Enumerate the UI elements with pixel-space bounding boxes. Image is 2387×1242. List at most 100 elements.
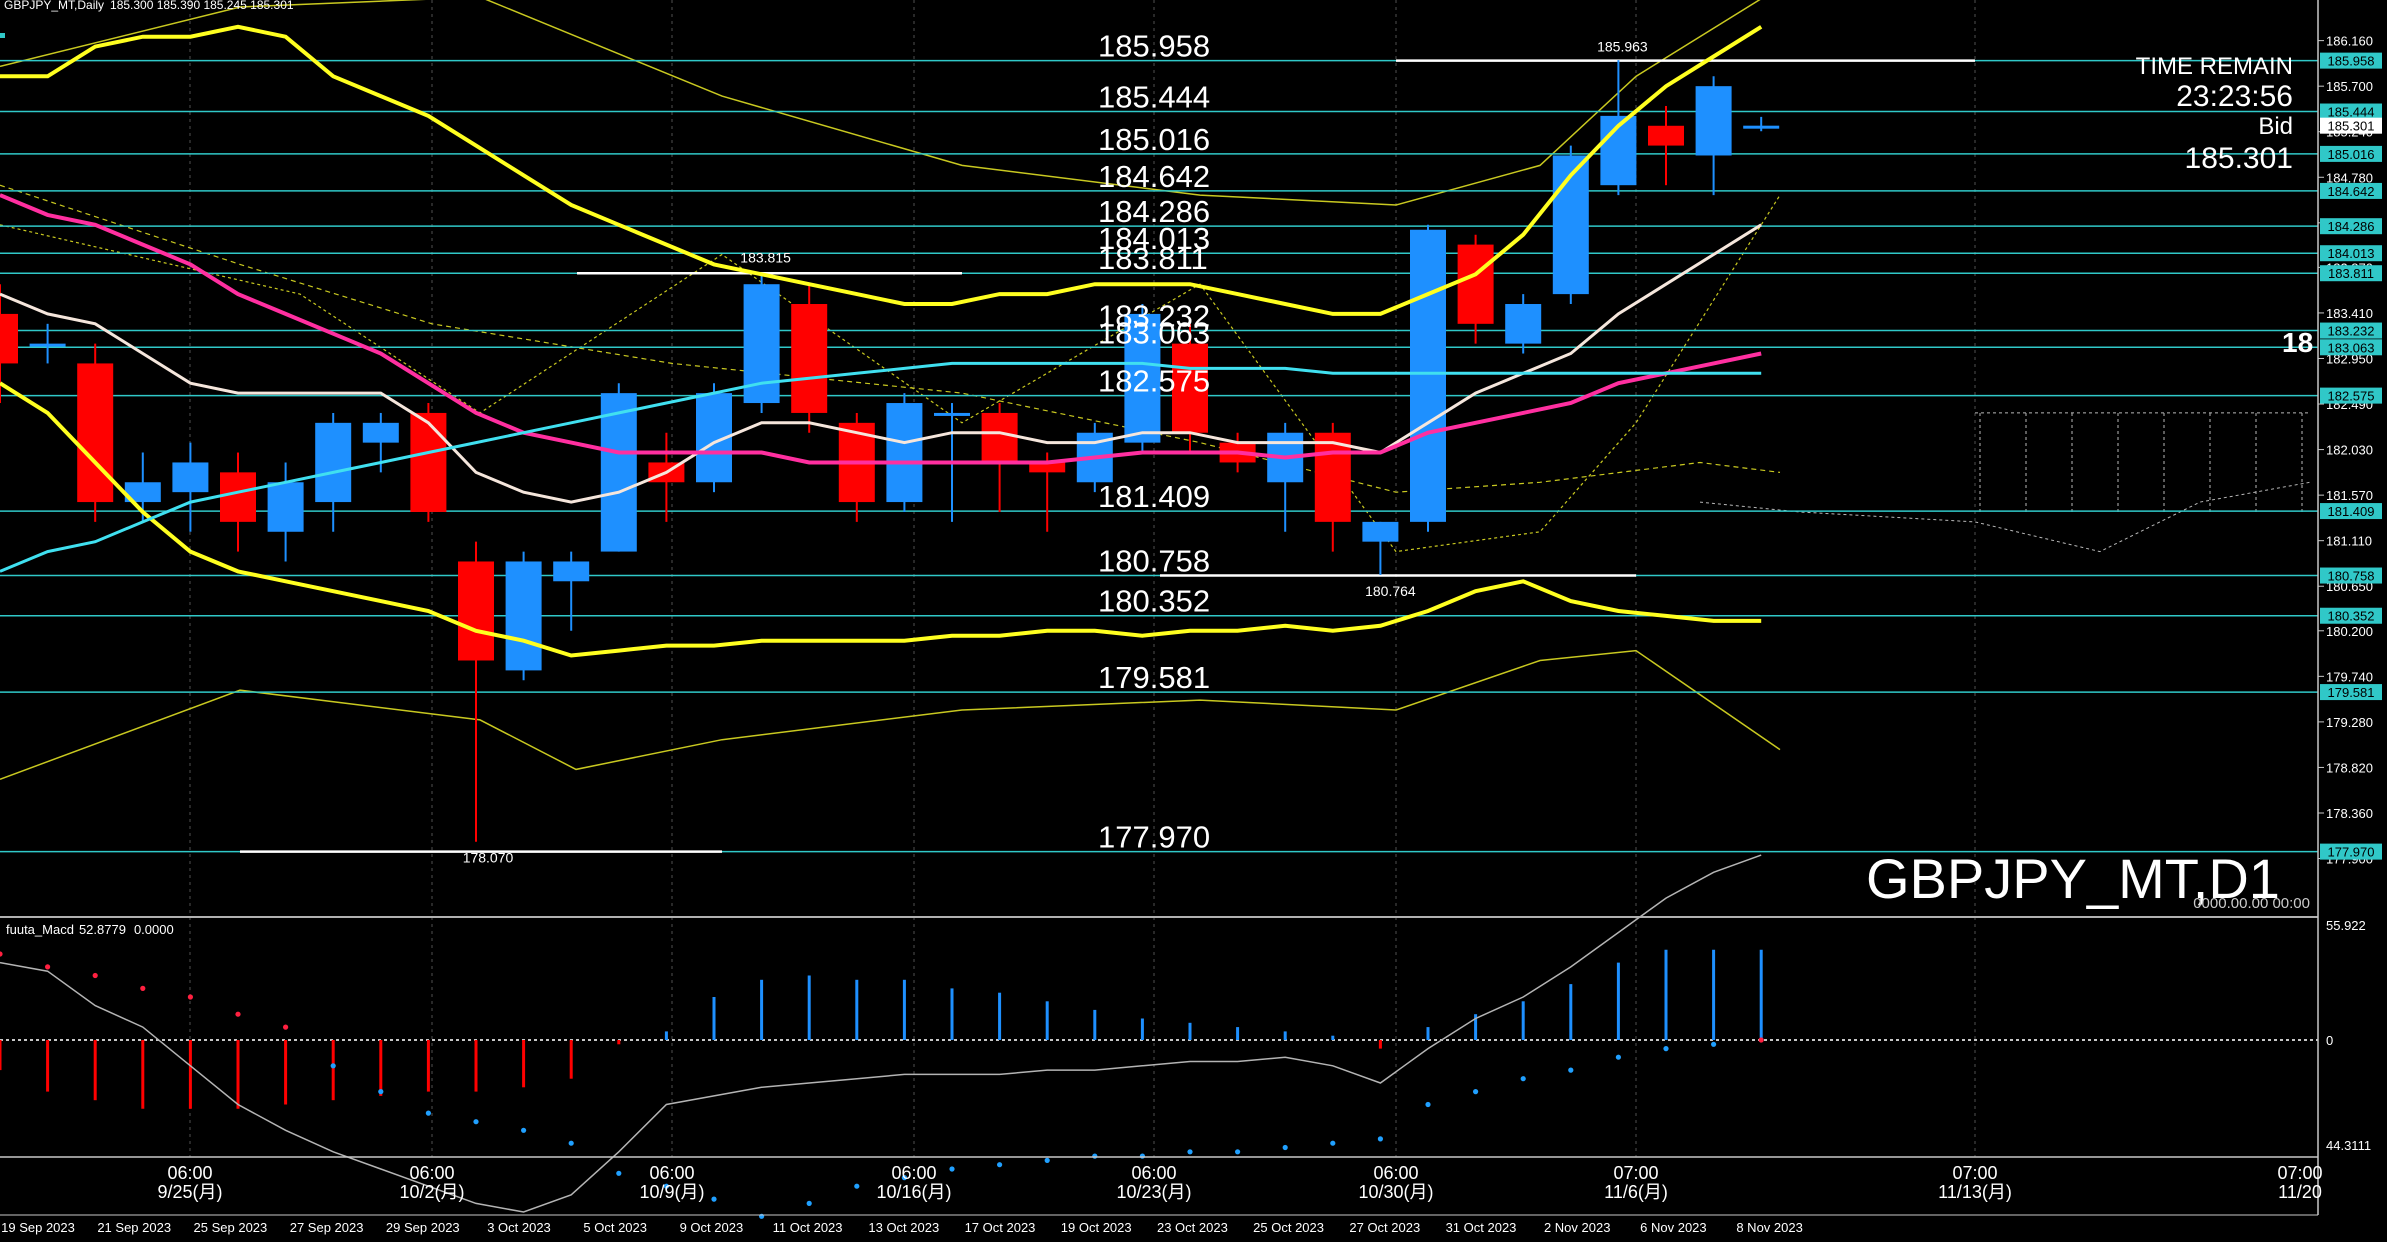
week-date-7: 11/13(月) (1938, 1182, 2012, 1202)
swing-label-0: 185.963 (1597, 39, 1648, 55)
macd-dot-9 (425, 1110, 431, 1116)
price-tag-3: 185.016 (2328, 147, 2375, 162)
macd-dot-36 (1711, 1041, 1717, 1047)
price-tick-6: 183.410 (2326, 306, 2373, 321)
macd-dot-31 (1473, 1089, 1479, 1095)
price-tick-9: 182.030 (2326, 443, 2373, 458)
price-tag-bg-5 (2320, 218, 2382, 235)
level-label-11: 180.758 (1098, 544, 1210, 579)
date-label-14: 27 Oct 2023 (1349, 1220, 1420, 1235)
price-tick-10: 181.570 (2326, 488, 2373, 503)
price-tag-11: 181.409 (2328, 504, 2375, 519)
level-label-3: 184.642 (1098, 159, 1210, 194)
macd-dot-21 (997, 1162, 1003, 1168)
macd-tick-zero: 0 (2326, 1033, 2333, 1048)
price-tag-14: 179.581 (2328, 685, 2375, 700)
candlestick-series (0, 60, 1780, 842)
date-label-12: 23 Oct 2023 (1157, 1220, 1228, 1235)
macd-dot-17 (806, 1200, 812, 1206)
price-tag-0: 185.958 (2328, 54, 2375, 69)
time-remain-label: TIME REMAIN (2136, 53, 2293, 80)
date-label-3: 27 Sep 2023 (290, 1220, 364, 1235)
candle-body-24 (1124, 313, 1161, 443)
macd-dot-32 (1520, 1076, 1526, 1082)
price-tag-bg-0 (2320, 52, 2382, 69)
bid-value: 185.301 (2185, 142, 2293, 175)
macd-dot-25 (1187, 1149, 1193, 1155)
swing-label-2: 180.764 (1365, 583, 1416, 599)
date-label-9: 13 Oct 2023 (868, 1220, 939, 1235)
price-tag-6: 184.013 (2328, 246, 2375, 261)
price-tag-5: 184.286 (2328, 219, 2375, 234)
date-label-17: 6 Nov 2023 (1640, 1220, 1707, 1235)
ma-yellow-upper (0, 24, 1763, 316)
price-tag-9: 183.063 (2328, 340, 2375, 355)
level-marker (0, 33, 5, 38)
price-tag-bg-15 (2320, 843, 2382, 860)
candle-body-5 (220, 472, 256, 522)
candle-body-12 (553, 561, 590, 582)
macd-dot-4 (187, 994, 193, 1000)
candle-body-19 (886, 403, 923, 503)
price-tag-4: 184.642 (2328, 184, 2375, 199)
week-time-8: 07:00 (2277, 1163, 2322, 1183)
macd-tick-top: 55.922 (2326, 918, 2366, 933)
macd-dot-33 (1568, 1067, 1574, 1073)
macd-signal-line (0, 854, 1762, 1213)
level-label-6: 183.811 (1098, 241, 1208, 276)
candle-body-9 (410, 412, 447, 512)
swing-label-3: 178.070 (463, 849, 514, 865)
week-time-4: 06:00 (1131, 1163, 1176, 1183)
ohlc-values: 185.300 185.390 185.245 185.301 (110, 0, 294, 12)
macd-dot-28 (1330, 1140, 1336, 1146)
macd-tick-bottom: 44.3111 (2326, 1138, 2371, 1153)
price-tag-bg-3 (2320, 145, 2382, 162)
price-tick-15: 179.280 (2326, 715, 2373, 730)
price-tag-2: 185.301 (2328, 119, 2375, 134)
price-tag-8: 183.232 (2328, 324, 2375, 339)
price-tag-bg-14 (2320, 684, 2382, 701)
right-edge-glyph: 18 (2282, 327, 2313, 358)
level-labels: 185.958 185.444 185.016184.642184.286184.0… (1098, 29, 1210, 855)
date-label-5: 3 Oct 2023 (487, 1220, 551, 1235)
macd-dot-6 (283, 1024, 289, 1030)
indicator-name: fuuta_Macd (6, 922, 74, 937)
macd-dot-10 (473, 1119, 479, 1125)
candle-body-35 (1648, 125, 1684, 146)
week-date-5: 10/30(月) (1358, 1182, 1433, 1202)
price-tick-11: 181.110 (2326, 534, 2372, 549)
candle-body-17 (791, 304, 828, 413)
date-label-11: 19 Oct 2023 (1061, 1220, 1132, 1235)
level-label-1: 185.444 (1098, 80, 1210, 115)
macd-dot-23 (1092, 1153, 1098, 1159)
date-label-8: 11 Oct 2023 (773, 1220, 843, 1235)
date-label-10: 17 Oct 2023 (965, 1220, 1036, 1235)
candle-body-13 (600, 393, 637, 552)
price-tag-bg-13 (2320, 607, 2382, 624)
price-tick-1: 185.700 (2326, 79, 2373, 94)
candle-body-20 (934, 412, 970, 416)
week-date-0: 9/25(月) (157, 1182, 222, 1202)
macd-dot-12 (568, 1140, 574, 1146)
level-label-10: 181.409 (1098, 479, 1210, 514)
symbol-title: GBPJPY_MT,Daily (4, 0, 104, 12)
indicator-signal: 0.0000 (134, 922, 174, 937)
dashed-band-1 (0, 184, 1781, 493)
price-tag-bg-12 (2320, 567, 2382, 584)
macd-dot-34 (1615, 1054, 1621, 1060)
macd-dot-22 (1044, 1157, 1050, 1163)
candle-body-7 (315, 422, 352, 503)
price-tag-15: 177.970 (2328, 845, 2375, 860)
macd-dot-16 (759, 1213, 765, 1219)
week-time-0: 06:00 (167, 1163, 212, 1183)
level-label-12: 180.352 (1098, 584, 1210, 619)
week-time-1: 06:00 (409, 1163, 454, 1183)
price-tag-bg-9 (2320, 339, 2382, 356)
macd-subwindow (0, 854, 2318, 1219)
macd-dot-2 (92, 972, 98, 979)
price-tag-12: 180.758 (2328, 569, 2375, 584)
price-tick-17: 178.360 (2326, 806, 2373, 821)
macd-dot-18 (854, 1183, 860, 1189)
week-time-3: 06:00 (891, 1163, 936, 1183)
